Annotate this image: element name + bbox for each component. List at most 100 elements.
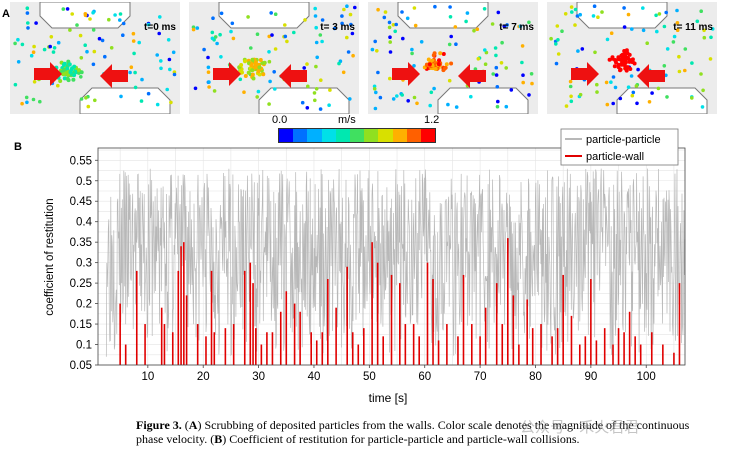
particle: [641, 6, 645, 10]
particle: [273, 87, 277, 91]
particle: [387, 20, 392, 25]
particle: [285, 39, 289, 44]
particle: [283, 34, 288, 39]
particle: [441, 52, 446, 56]
particle: [121, 21, 126, 26]
particle: [25, 100, 29, 105]
particle: [239, 63, 244, 67]
particle: [58, 79, 63, 83]
particle: [556, 38, 560, 42]
particle: [351, 53, 355, 58]
particle: [157, 31, 161, 36]
particle: [500, 40, 504, 45]
y-axis: 0.05 0.1 0.15 0.2 0.25 0.3 0.35 0.4 0.45 0.5 0.55: [70, 155, 98, 372]
particle: [373, 39, 377, 44]
particle: [611, 75, 616, 79]
particle: [133, 70, 137, 75]
particle: [32, 80, 37, 84]
particle: [212, 89, 217, 93]
particle: [521, 73, 525, 77]
particle: [576, 49, 580, 53]
particle: [206, 70, 211, 74]
particle: [600, 10, 604, 14]
simulation-frame-4: t= 11 ms: [547, 2, 717, 114]
colorbar-swatch: [307, 129, 322, 142]
particle: [305, 106, 310, 110]
particle: [249, 46, 253, 50]
particle: [388, 76, 392, 81]
particle: [62, 61, 67, 66]
particle: [56, 83, 60, 88]
particle: [405, 16, 410, 21]
particle-field: [13, 2, 177, 114]
particle: [85, 49, 89, 54]
y-axis-label: coefficient of restitution: [44, 198, 56, 315]
x-tick-label: 60: [418, 371, 431, 383]
particle: [320, 18, 325, 22]
particle: [520, 60, 524, 65]
x-tick-label: 70: [474, 371, 487, 383]
particle: [400, 10, 404, 14]
colorbar-swatch: [279, 129, 294, 142]
particle: [578, 92, 583, 97]
particle: [25, 11, 30, 15]
particle: [79, 70, 84, 75]
x-tick-label: 80: [529, 371, 542, 383]
particle: [13, 82, 18, 87]
particle: [20, 101, 24, 106]
particle: [496, 10, 501, 15]
particle: [376, 70, 380, 75]
particle: [677, 54, 681, 59]
particle: [596, 15, 600, 19]
particle: [593, 50, 597, 55]
particle: [504, 66, 508, 70]
particle: [13, 41, 17, 46]
particle: [65, 66, 70, 71]
particle: [131, 31, 136, 36]
particle: [662, 24, 667, 29]
caption-text: ) Coefficient of restitution for particl…: [222, 432, 580, 446]
particle: [502, 24, 507, 29]
particle: [657, 12, 662, 16]
particle: [428, 103, 432, 108]
arrow-left-icon: [279, 64, 307, 88]
particle: [618, 67, 623, 72]
particle: [701, 88, 705, 93]
particle: [702, 35, 707, 40]
legend: particle-particle particle-wall: [560, 128, 679, 166]
colorbar-min-label: 0.0: [272, 114, 288, 126]
particle: [518, 24, 523, 29]
particle: [140, 77, 144, 82]
particle: [218, 32, 222, 37]
particle: [348, 12, 353, 17]
particle: [490, 22, 495, 26]
particle: [269, 11, 273, 15]
particle: [31, 50, 36, 54]
particle: [412, 95, 417, 100]
particle: [256, 89, 261, 94]
particle: [529, 72, 534, 76]
particle: [261, 72, 266, 77]
simulation-frame-3: t= 7 ms: [368, 2, 538, 114]
particle: [631, 90, 636, 95]
particle: [429, 90, 434, 95]
particle: [391, 97, 396, 101]
particle: [257, 65, 262, 70]
particle: [350, 31, 355, 36]
particle: [314, 64, 318, 69]
particle: [72, 64, 77, 69]
particle: [193, 86, 198, 91]
particle: [564, 104, 569, 108]
particle: [578, 12, 582, 17]
colorbar-swatch: [378, 129, 393, 142]
particle: [243, 59, 247, 64]
panel-b-label: B: [14, 141, 22, 153]
wall-top: [218, 2, 310, 29]
particle: [191, 27, 196, 32]
particle: [267, 34, 271, 39]
particle: [494, 53, 498, 58]
particle: [268, 79, 272, 84]
particle: [505, 23, 509, 27]
particle: [605, 37, 610, 42]
particle: [169, 100, 173, 105]
